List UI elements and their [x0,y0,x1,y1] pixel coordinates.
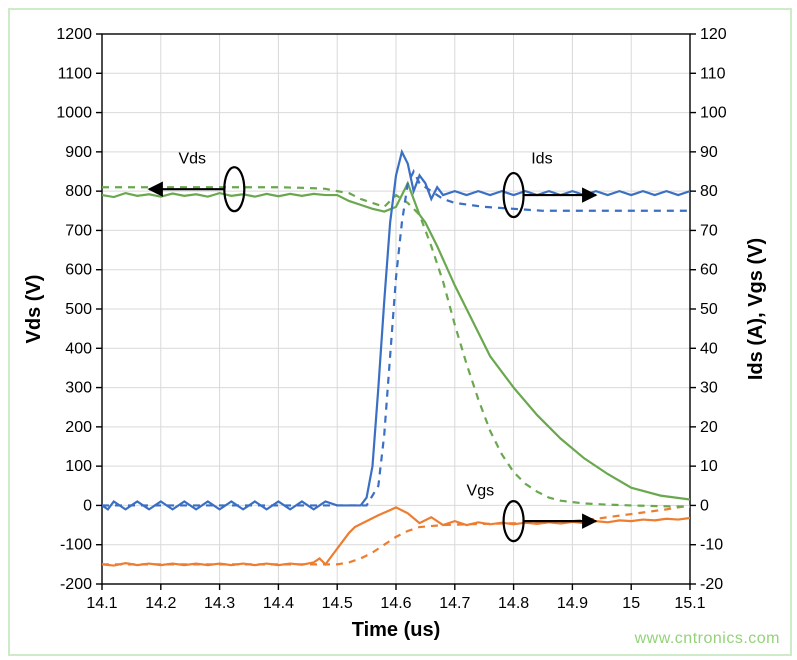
svg-text:14.3: 14.3 [204,595,235,612]
svg-text:14.8: 14.8 [498,595,529,612]
label-ids: Ids [531,151,552,168]
svg-text:14.5: 14.5 [322,595,353,612]
svg-text:14.6: 14.6 [380,595,411,612]
chart-svg: -200-10001002003004005006007008009001000… [10,10,790,654]
svg-text:10: 10 [700,458,718,475]
svg-text:-10: -10 [700,537,723,554]
svg-text:1200: 1200 [56,26,92,43]
svg-text:200: 200 [65,419,92,436]
svg-text:40: 40 [700,340,718,357]
svg-text:110: 110 [700,65,726,82]
svg-text:0: 0 [700,497,709,514]
svg-text:14.9: 14.9 [557,595,588,612]
watermark: www.cntronics.com [635,630,780,648]
svg-text:15.1: 15.1 [674,595,705,612]
svg-text:14.2: 14.2 [145,595,176,612]
svg-text:14.7: 14.7 [439,595,470,612]
chart-container: -200-10001002003004005006007008009001000… [10,10,790,654]
svg-text:700: 700 [65,222,92,239]
svg-text:-100: -100 [60,537,92,554]
svg-text:14.4: 14.4 [263,595,294,612]
label-vgs: Vgs [467,483,495,500]
svg-text:60: 60 [700,262,718,279]
svg-text:900: 900 [65,144,92,161]
svg-text:-200: -200 [60,576,92,593]
y-right-axis-title: Ids (A), Vgs (V) [745,238,767,380]
svg-text:15: 15 [622,595,640,612]
svg-text:70: 70 [700,222,718,239]
y-left-axis-title: Vds (V) [23,275,45,344]
svg-text:-20: -20 [700,576,723,593]
svg-text:20: 20 [700,419,718,436]
svg-text:30: 30 [700,380,718,397]
svg-text:600: 600 [65,262,92,279]
x-axis-title: Time (us) [352,619,441,641]
svg-text:500: 500 [65,301,92,318]
svg-text:100: 100 [700,105,727,122]
svg-text:120: 120 [700,26,727,43]
svg-text:300: 300 [65,380,92,397]
svg-text:1100: 1100 [58,65,93,82]
svg-text:50: 50 [700,301,718,318]
label-vds: Vds [178,151,206,168]
svg-text:100: 100 [65,458,92,475]
svg-text:400: 400 [65,340,92,357]
svg-text:800: 800 [65,183,92,200]
svg-text:1000: 1000 [56,105,92,122]
svg-text:14.1: 14.1 [86,595,117,612]
chart-frame: -200-10001002003004005006007008009001000… [8,8,792,656]
svg-text:90: 90 [700,144,718,161]
svg-text:80: 80 [700,183,718,200]
svg-text:0: 0 [83,497,92,514]
